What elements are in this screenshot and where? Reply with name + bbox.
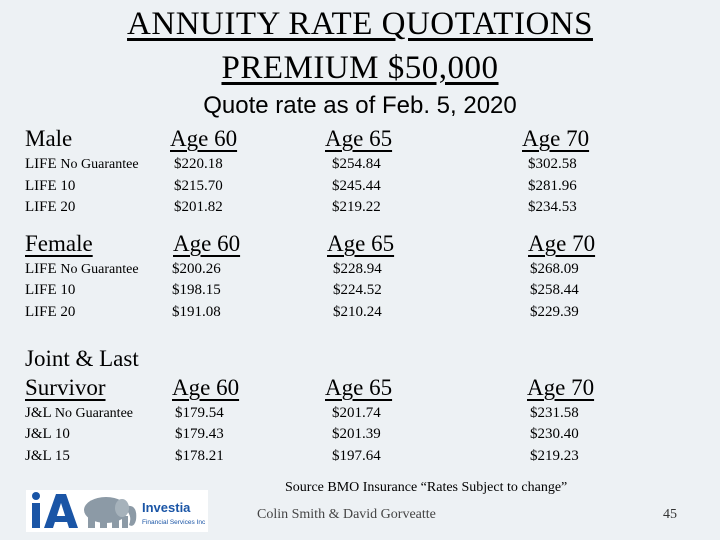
male-age-65: Age 65 <box>325 126 393 151</box>
source-note: Source BMO Insurance “Rates Subject to c… <box>285 480 568 495</box>
male-value: $302.58 <box>528 156 577 172</box>
joint-value: $197.64 <box>332 448 381 464</box>
female-value: $198.15 <box>172 282 221 298</box>
page-number: 45 <box>663 507 677 522</box>
female-value: $210.24 <box>333 304 382 320</box>
joint-heading-row: Survivor Age 60 Age 65 Age 70 <box>25 375 605 405</box>
joint-age-60: Age 60 <box>172 375 240 400</box>
male-value: $201.82 <box>174 199 223 215</box>
female-heading: Female <box>25 231 93 256</box>
joint-heading-line-1: Joint & Last <box>25 346 139 371</box>
footer-authors: Colin Smith & David Gorveatte <box>257 507 436 522</box>
female-row-label: LIFE No Guarantee <box>25 261 139 277</box>
female-value: $191.08 <box>172 304 221 320</box>
male-row-label: LIFE 10 <box>25 178 76 194</box>
quote-date: Quote rate as of Feb. 5, 2020 <box>203 92 517 119</box>
male-value: $234.53 <box>528 199 577 215</box>
female-heading-row: Female Age 60 Age 65 Age 70 <box>25 231 605 261</box>
joint-value: $230.40 <box>530 426 579 442</box>
male-row-label: LIFE 20 <box>25 199 76 215</box>
joint-value: $231.58 <box>530 405 579 421</box>
male-age-70: Age 70 <box>522 126 590 151</box>
male-value: $281.96 <box>528 178 577 194</box>
male-age-60: Age 60 <box>170 126 238 151</box>
male-value: $245.44 <box>332 178 381 194</box>
female-row-label: LIFE 10 <box>25 282 76 298</box>
female-age-60: Age 60 <box>173 231 241 256</box>
joint-age-70: Age 70 <box>527 375 595 400</box>
male-heading-row: Male Age 60 Age 65 Age 70 <box>25 126 605 156</box>
male-heading: Male <box>25 126 73 151</box>
joint-value: $179.43 <box>175 426 224 442</box>
joint-heading-line-2: Survivor <box>25 375 106 400</box>
joint-age-65: Age 65 <box>325 375 393 400</box>
female-value: $268.09 <box>530 261 579 277</box>
joint-row-label: J&L 15 <box>25 448 70 464</box>
female-age-70: Age 70 <box>528 231 596 256</box>
logo-graphic: Investia Financial Services Inc <box>26 490 208 532</box>
elephant-icon <box>84 497 137 528</box>
joint-value: $219.23 <box>530 448 579 464</box>
male-row-label: LIFE No Guarantee <box>25 156 139 172</box>
female-value: $229.39 <box>530 304 579 320</box>
female-age-65: Age 65 <box>327 231 395 256</box>
logo-tagline: Financial Services Inc <box>142 519 206 526</box>
female-value: $228.94 <box>333 261 382 277</box>
title-line-1: ANNUITY RATE QUOTATIONS <box>127 6 593 42</box>
joint-value: $178.21 <box>175 448 224 464</box>
male-value: $215.70 <box>174 178 223 194</box>
logo-name: Investia <box>142 500 191 515</box>
female-row-label: LIFE 20 <box>25 304 76 320</box>
joint-value: $201.74 <box>332 405 381 421</box>
female-value: $224.52 <box>333 282 382 298</box>
joint-value: $201.39 <box>332 426 381 442</box>
male-value: $220.18 <box>174 156 223 172</box>
title-line-2: PREMIUM $50,000 <box>221 50 499 86</box>
female-value: $258.44 <box>530 282 579 298</box>
company-logo: Investia Financial Services Inc <box>26 490 208 532</box>
female-value: $200.26 <box>172 261 221 277</box>
joint-row-label: J&L 10 <box>25 426 70 442</box>
joint-row-label: J&L No Guarantee <box>25 405 134 421</box>
male-value: $219.22 <box>332 199 381 215</box>
joint-value: $179.54 <box>175 405 224 421</box>
male-value: $254.84 <box>332 156 381 172</box>
